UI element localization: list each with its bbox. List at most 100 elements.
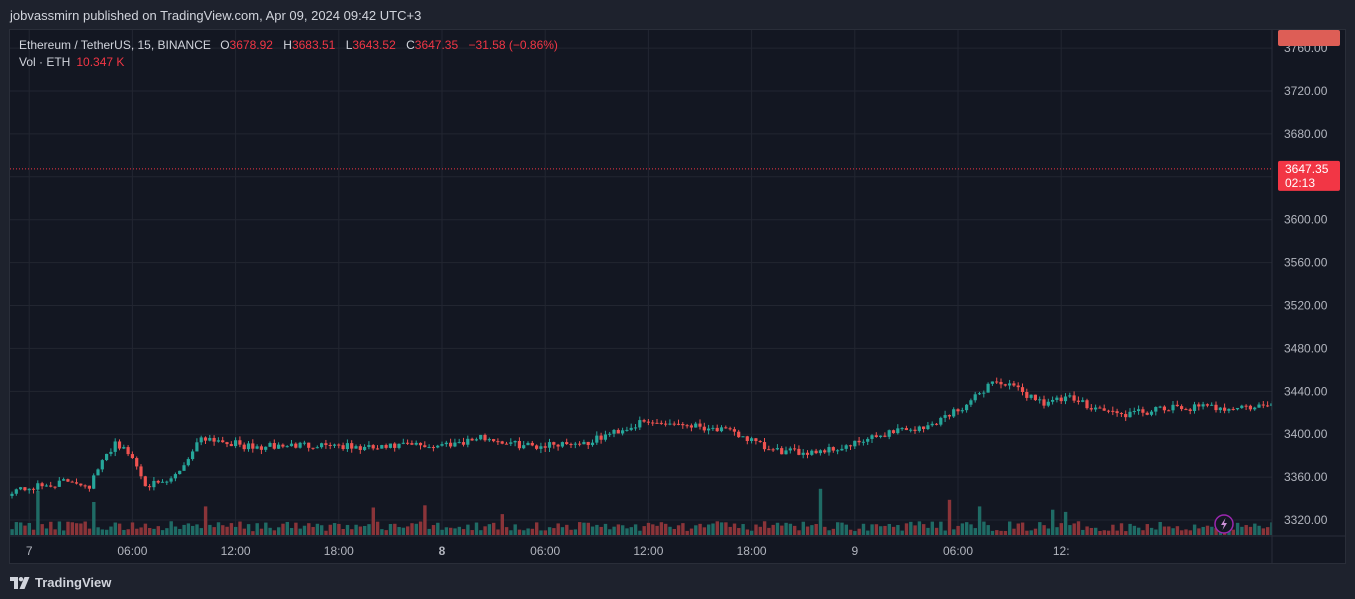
candle (1253, 406, 1257, 411)
candle-body (1029, 394, 1033, 398)
volume-bar (934, 527, 939, 535)
candle-body (19, 487, 23, 490)
candle-body (156, 480, 160, 483)
volume-bar (307, 523, 311, 535)
volume-bar (139, 527, 143, 535)
candlestick-chart[interactable]: 3760.003720.003680.003640.003600.003560.… (10, 30, 1345, 563)
candle-body (767, 449, 771, 451)
candle-body (1266, 405, 1270, 407)
candle-body (560, 442, 564, 447)
candle (836, 449, 840, 455)
candle-body (930, 423, 934, 426)
candle (130, 451, 134, 459)
volume-bar (208, 524, 212, 535)
volume-bar (1085, 526, 1089, 535)
volume-bar (496, 529, 500, 535)
candle (1223, 403, 1227, 414)
candle (1042, 395, 1046, 409)
candle (535, 444, 539, 451)
volume-bar (1063, 511, 1068, 535)
volume-bar (913, 525, 917, 535)
last-volume-label: 10.347 K (1285, 30, 1333, 33)
candle-body (251, 443, 255, 449)
volume-bar (608, 529, 612, 535)
volume-bar (1111, 524, 1115, 535)
candle (857, 436, 861, 446)
candle-body (152, 480, 156, 488)
volume-bar (573, 529, 578, 535)
candle (122, 444, 126, 450)
volume-bar (956, 525, 960, 535)
candle-body (1102, 408, 1106, 411)
candle (724, 425, 728, 429)
candle-body (14, 489, 18, 494)
volume-bar (427, 528, 431, 535)
candle-body (234, 440, 238, 447)
candle (530, 440, 534, 447)
volume-bar (952, 529, 956, 535)
candle (444, 440, 448, 447)
candle (621, 427, 625, 436)
chart-panel[interactable]: 3760.003720.003680.003640.003600.003560.… (9, 29, 1346, 564)
candle (831, 446, 835, 453)
candle-body (780, 448, 784, 455)
candle-body (590, 442, 595, 446)
volume-bar (1214, 528, 1218, 535)
candle (754, 437, 758, 445)
candle (87, 485, 91, 492)
candle-body (977, 393, 982, 395)
candle (427, 444, 431, 449)
volume-label[interactable]: Vol · ETH (19, 55, 71, 69)
candle-body (732, 429, 736, 432)
candle (1167, 409, 1171, 412)
candle-body (754, 438, 758, 442)
volume-bar (401, 527, 406, 535)
candle (659, 420, 663, 425)
candle-body (470, 438, 474, 441)
candle (1038, 396, 1042, 404)
candle (1111, 406, 1115, 416)
candle-body (1089, 408, 1093, 410)
price-axis (1272, 30, 1345, 563)
symbol-title[interactable]: Ethereum / TetherUS, 15, BINANCE (19, 38, 211, 52)
lightning-icon[interactable] (1214, 514, 1234, 534)
volume-bar (87, 528, 92, 535)
volume-bar (732, 523, 737, 535)
candle (31, 487, 36, 494)
volume-bar (612, 526, 616, 535)
candle-body (96, 469, 100, 476)
volume-legend-row[interactable]: Vol · ETH 10.347 K (19, 54, 565, 71)
volume-bar (547, 527, 552, 535)
candle (251, 439, 255, 453)
candle-body (879, 435, 883, 437)
symbol-legend-row[interactable]: Ethereum / TetherUS, 15, BINANCE O3678.9… (19, 37, 565, 54)
candle-body (999, 381, 1003, 385)
candle (169, 476, 173, 484)
candle (431, 445, 435, 452)
candle-body (1188, 409, 1192, 412)
candle-body (191, 451, 195, 460)
volume-bar (767, 527, 771, 535)
candle (195, 438, 199, 452)
candle-body (1154, 407, 1158, 412)
volume-bar (470, 530, 474, 535)
candle-body (487, 439, 491, 441)
candle-body (380, 445, 384, 449)
volume-bar (328, 524, 332, 535)
candle (603, 430, 607, 442)
candle-body (848, 445, 853, 447)
candle (216, 437, 220, 443)
volume-bar (371, 507, 375, 535)
volume-bar (1119, 523, 1124, 535)
volume-bar (186, 523, 191, 535)
volume-bar (483, 526, 487, 535)
candle (375, 445, 380, 450)
price-tick-label: 3560.00 (1284, 256, 1328, 270)
volume-bar (1132, 525, 1137, 535)
candle-body (259, 446, 263, 450)
tradingview-logo[interactable]: TradingView (10, 575, 111, 590)
candle (1081, 397, 1085, 403)
candle-body (281, 444, 285, 447)
candle (668, 419, 672, 426)
volume-bar (758, 526, 762, 535)
